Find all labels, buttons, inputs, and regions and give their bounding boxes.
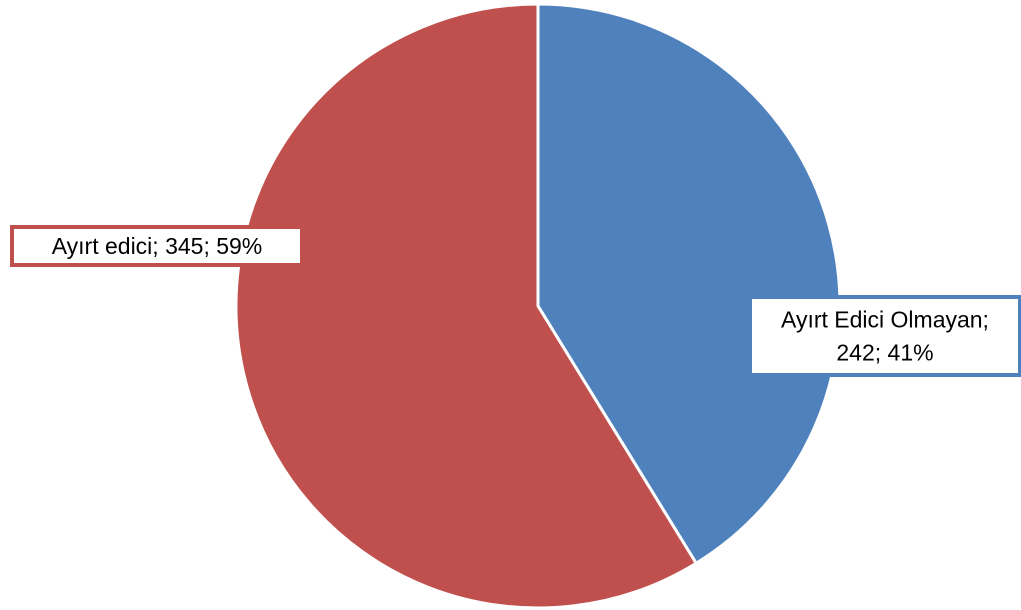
data-label-box [748,295,1021,377]
data-label-box [10,225,304,267]
data-label-2: Ayırt edici; 345; 59% [10,225,304,267]
pie-data-labels: Ayırt Edici Olmayan; 242; 41% Ayırt edici;… [10,225,1021,377]
pie-slice-2 [234,2,698,610]
pie-slices [234,2,842,610]
data-label-text: Ayırt Edici Olmayan; [781,307,989,333]
data-label-text: Ayırt edici; 345; 59% [52,233,263,259]
pie-slice-1 [536,2,842,565]
data-label-1: Ayırt Edici Olmayan; 242; 41% [748,295,1021,377]
data-label-text: 242; 41% [836,340,933,366]
